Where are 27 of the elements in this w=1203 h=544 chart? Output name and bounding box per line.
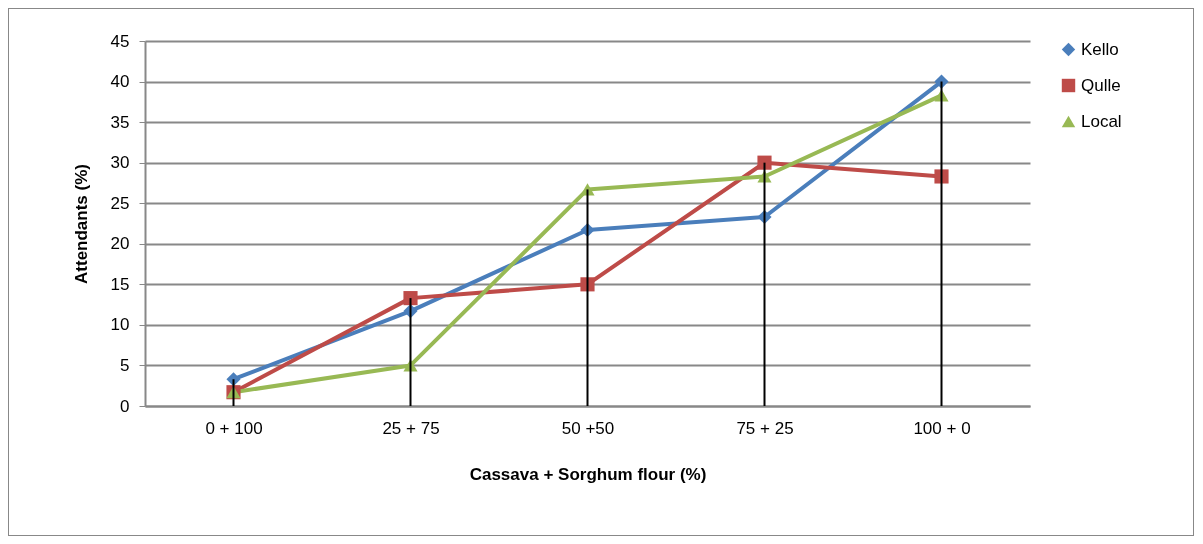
x-tick-label: 50 +50 bbox=[561, 418, 615, 438]
bar bbox=[409, 298, 412, 406]
y-tick-label: 15 bbox=[110, 274, 130, 294]
x-tick-label: 25 + 75 bbox=[382, 418, 440, 438]
y-tick-label: 45 bbox=[110, 31, 130, 51]
y-tick-label: 30 bbox=[110, 153, 130, 173]
y-tick-label: 5 bbox=[120, 355, 130, 375]
y-tick-label: 40 bbox=[110, 72, 130, 92]
x-tick-label: 0 + 100 bbox=[205, 418, 263, 438]
legend-label: Kello bbox=[1081, 39, 1119, 59]
bar bbox=[763, 162, 766, 406]
y-tick-label: 20 bbox=[110, 234, 130, 254]
bar bbox=[586, 189, 589, 406]
y-tick-label: 25 bbox=[110, 193, 130, 213]
y-tick-label: 35 bbox=[110, 112, 130, 132]
bar bbox=[940, 81, 943, 406]
bar bbox=[232, 379, 235, 406]
x-axis-title: Cassava + Sorghum flour (%) bbox=[469, 464, 707, 484]
point bbox=[403, 291, 418, 306]
y-tick-label: 0 bbox=[120, 396, 130, 416]
x-tick-label: 75 + 25 bbox=[736, 418, 794, 438]
y-tick-label: 10 bbox=[110, 315, 130, 335]
legend-label: Qulle bbox=[1081, 75, 1121, 95]
legend-label: Local bbox=[1081, 111, 1122, 131]
y-axis-title: Attendants (%) bbox=[71, 164, 91, 284]
x-tick-label: 100 + 0 bbox=[913, 418, 971, 438]
point bbox=[757, 155, 772, 170]
